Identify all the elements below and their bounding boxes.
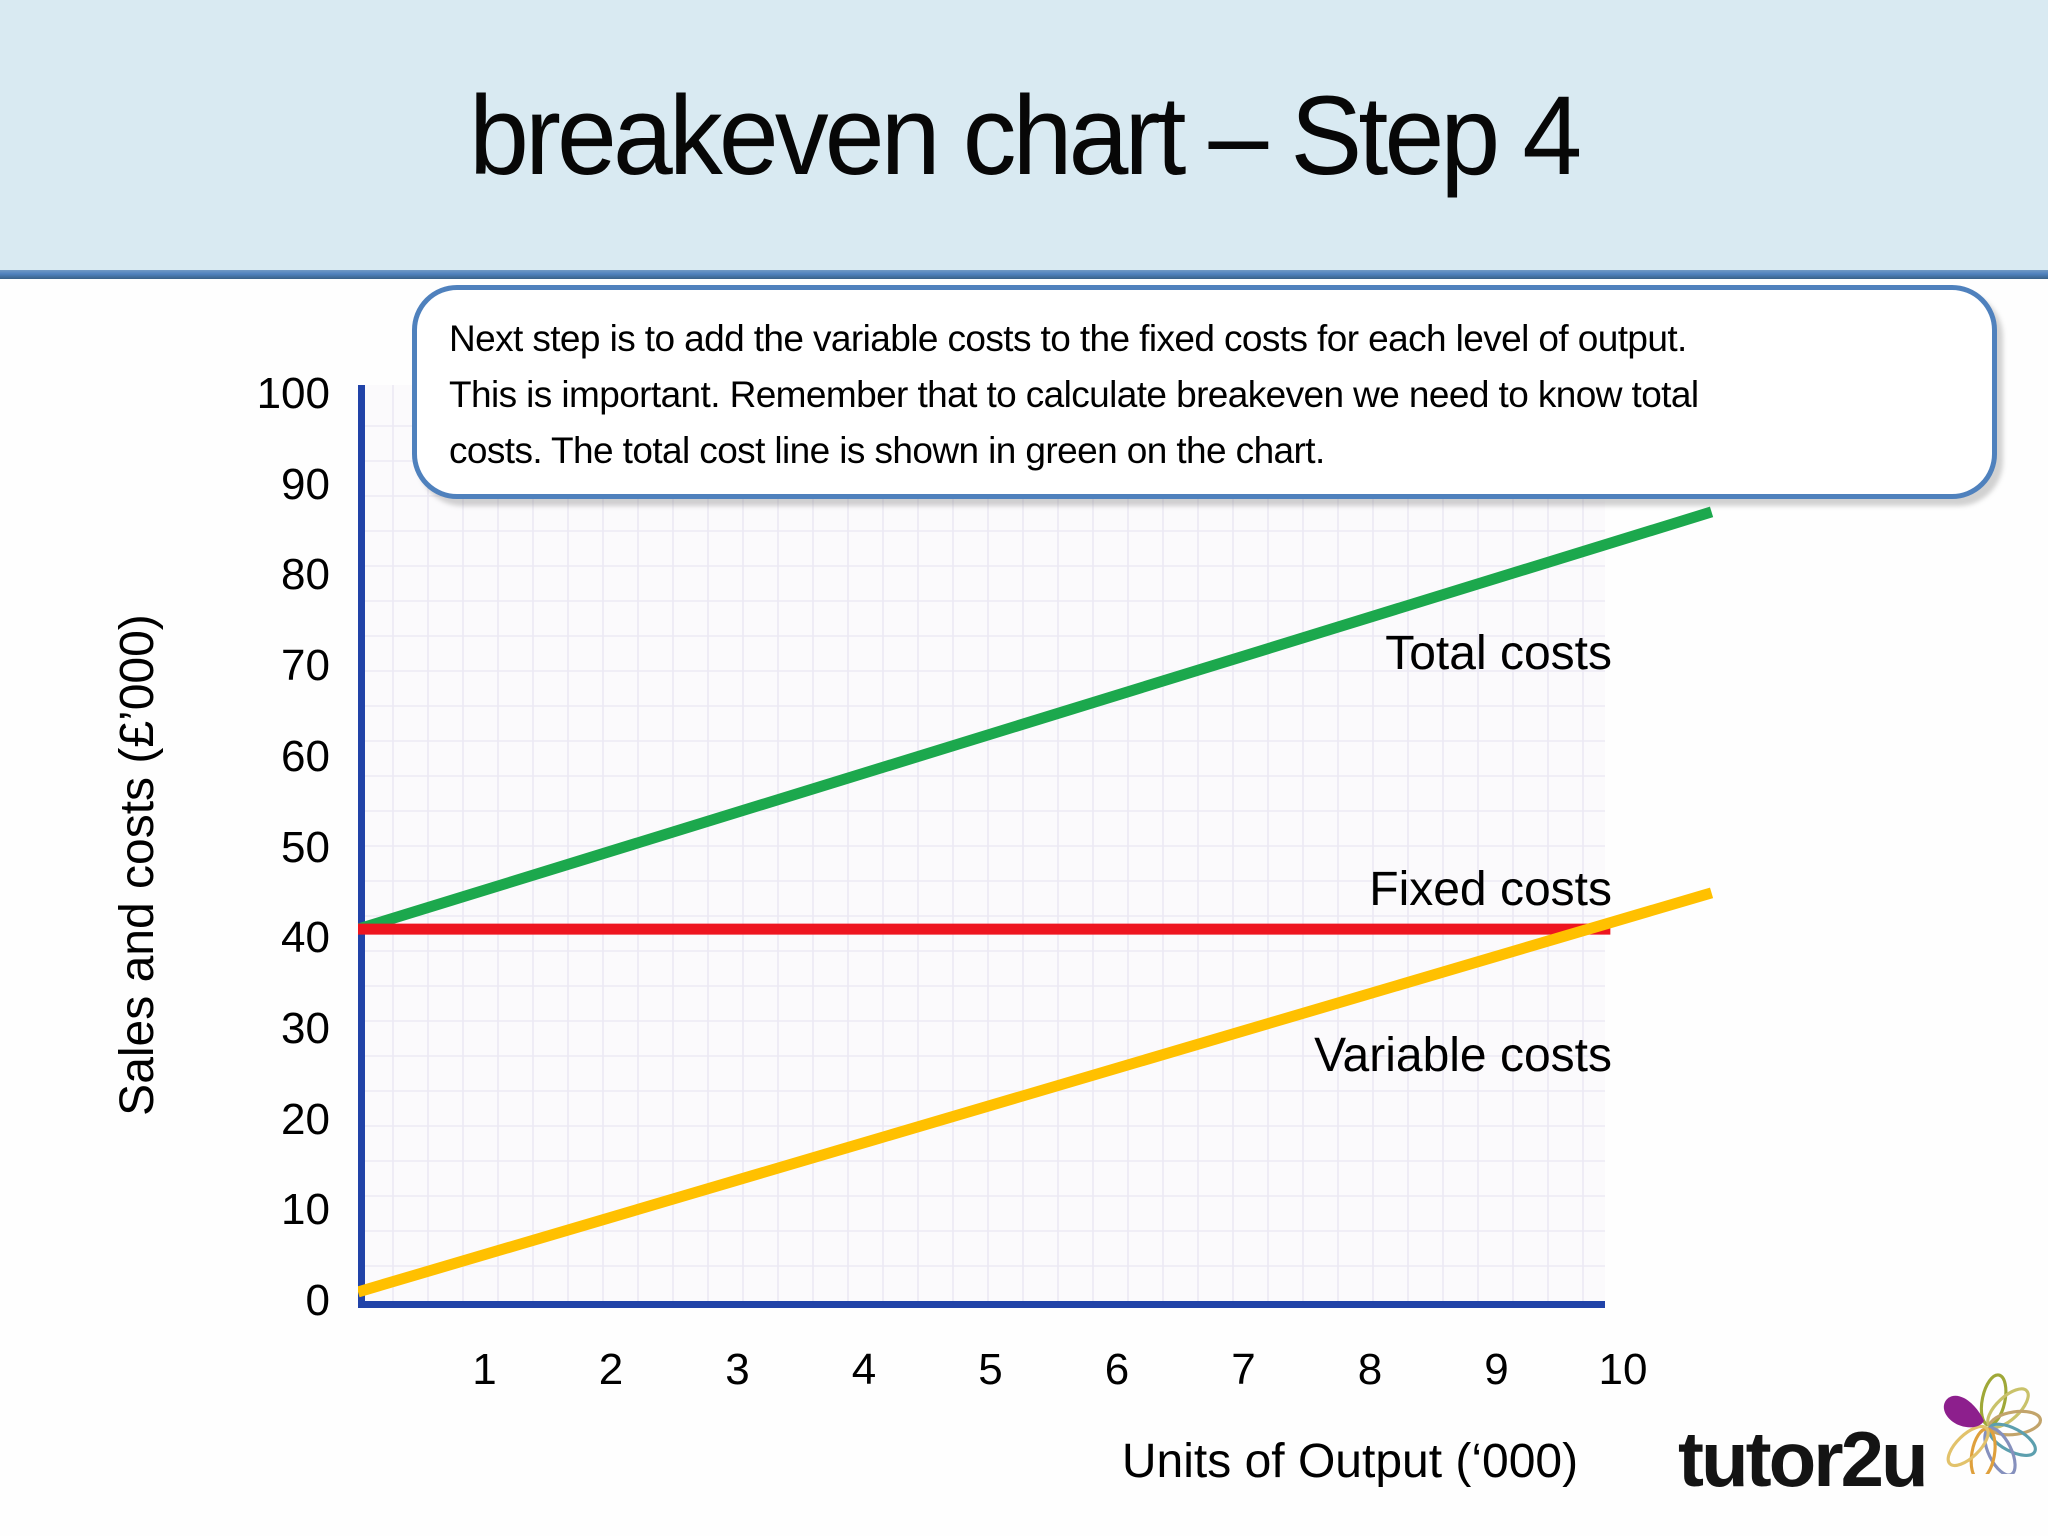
x-tick-label: 10 [1598, 1345, 1648, 1394]
x-tick-label: 7 [1231, 1345, 1256, 1394]
callout-box: Next step is to add the variable costs t… [412, 285, 1997, 499]
x-tick-label: 9 [1484, 1345, 1509, 1394]
y-tick-label: 100 [256, 369, 330, 418]
x-tick-label: 6 [1104, 1345, 1130, 1394]
callout-text-line: costs. The total cost line is shown in g… [449, 430, 1325, 471]
y-tick-label: 20 [281, 1094, 330, 1144]
flower-petals-icon [1943, 1373, 2043, 1474]
slide-header: breakeven chart – Step 4 [0, 0, 2048, 270]
total-costs-line [358, 506, 1714, 935]
page-title: breakeven chart – Step 4 [469, 72, 1582, 198]
y-tick-label: 0 [305, 1276, 330, 1325]
y-tick-label: 30 [281, 1003, 330, 1053]
y-tick-label: 60 [281, 731, 330, 781]
tutor2u-wordmark: tutor2u [1678, 1415, 1929, 1503]
flower-petal-outline [1946, 1424, 1990, 1468]
x-tick-label: 5 [978, 1345, 1003, 1394]
fixed-costs-label: Fixed costs [1369, 863, 1612, 916]
x-tick-label: 3 [725, 1345, 750, 1394]
variable-costs-label: Variable costs [1314, 1029, 1612, 1082]
flower-petal-outline [1983, 1426, 2017, 1474]
x-tick-label: 4 [851, 1345, 877, 1394]
y-tick-label: 70 [281, 641, 330, 691]
flower-petal-outline [1969, 1427, 1997, 1474]
header-separator-line [0, 270, 2048, 279]
plot-background [358, 385, 1605, 1301]
tutor2u-logo: tutor2u [1678, 1370, 2043, 1530]
variable-costs-line [358, 887, 1714, 1298]
y-axis-title: Sales and costs (£’000) [111, 614, 164, 1116]
flower-solid-petal [1943, 1395, 1984, 1428]
breakeven-chart-plot [358, 385, 1714, 1308]
y-tick-label: 40 [281, 913, 330, 963]
x-tick-label: 8 [1357, 1345, 1383, 1394]
x-tick-label: 2 [598, 1345, 624, 1394]
y-tick-label: 50 [281, 822, 330, 872]
x-tick-label: 1 [472, 1345, 497, 1394]
total-costs-label: Total costs [1385, 627, 1612, 680]
y-tick-label: 80 [281, 550, 330, 600]
x-axis-title: Units of Output (‘000) [1121, 1435, 1579, 1488]
callout-text-line: This is important. Remember that to calc… [449, 374, 1699, 415]
y-tick-label: 10 [281, 1185, 330, 1235]
y-tick-label: 90 [281, 459, 330, 509]
callout-text-line: Next step is to add the variable costs t… [449, 318, 1687, 359]
